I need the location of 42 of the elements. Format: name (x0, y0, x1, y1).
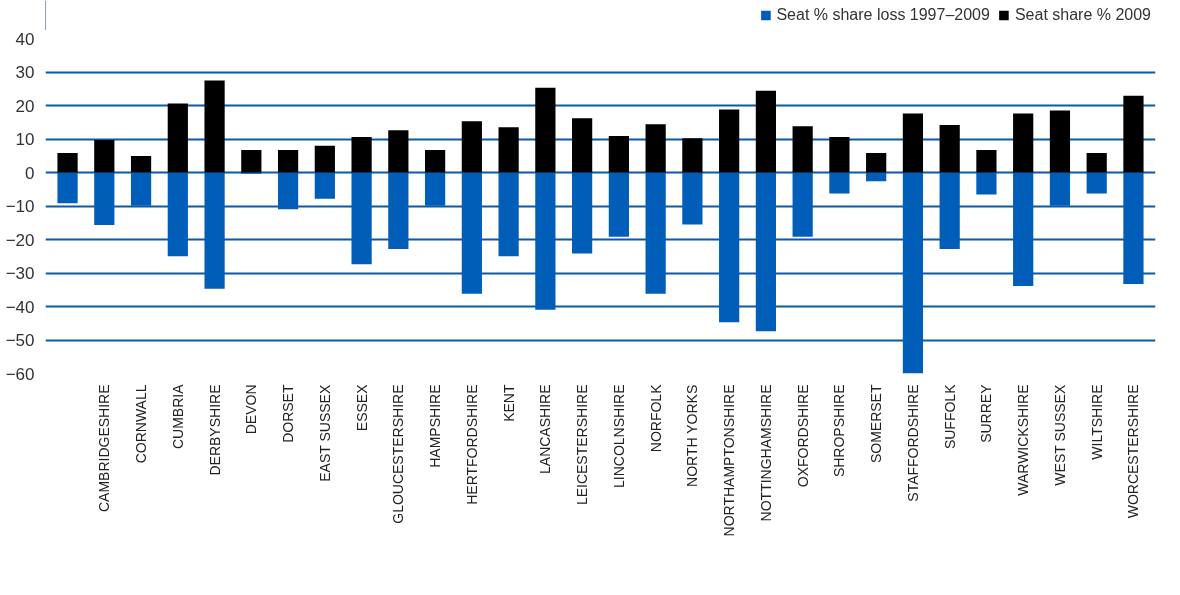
x-tick-label: CAMBRIDGESHIRE (96, 384, 113, 513)
x-tick-label: LINCOLNSHIRE (610, 384, 627, 488)
y-tick-label: 0 (25, 163, 35, 183)
x-tick-label: NORFOLK (647, 383, 664, 453)
x-tick-label: CUMBRIA (169, 383, 186, 450)
y-tick-label: 30 (15, 63, 35, 82)
x-tick-label: DEVON (243, 384, 260, 435)
x-tick-label: SHROPSHIRE (831, 384, 848, 478)
x-tick-label: EAST SUSSEX (316, 384, 333, 482)
x-tick-label: DORSET (280, 384, 297, 443)
x-tick-label: CORNWALL (133, 384, 150, 464)
x-tick-label: NORTH YORKS (684, 384, 701, 487)
x-tick-label: LANCASHIRE (537, 384, 554, 474)
y-tick-label: 10 (15, 130, 35, 149)
legend-label: Seat share % 2009 (1014, 6, 1151, 24)
x-tick-label: WORCESTERSHIRE (1125, 384, 1142, 519)
x-tick-label: ESSEX (353, 383, 370, 432)
y-tick-label: −30 (5, 264, 35, 283)
y-tick-label: −20 (5, 230, 35, 250)
x-tick-label: WILTSHIRE (1088, 384, 1105, 460)
y-tick-label: −40 (5, 297, 35, 317)
x-tick-label: SUFFOLK (941, 383, 958, 450)
x-tick-label: OXFORDSHIRE (794, 384, 811, 488)
legend-label: Seat % share loss 1997–2009 (776, 6, 990, 24)
x-tick-label: LEICESTERSHIRE (574, 384, 591, 506)
y-tick-label: 40 (15, 29, 35, 49)
y-tick-label: −10 (5, 197, 35, 216)
x-tick-label: SURREY (978, 383, 995, 443)
x-tick-label: WARWICKSHIRE (1015, 384, 1032, 496)
x-tick-label: NOTTINGHAMSHIRE (757, 384, 774, 522)
x-tick-label: STAFFORDSHIRE (904, 384, 921, 502)
y-tick-label: −50 (5, 331, 35, 350)
x-tick-label: SOMERSET (868, 384, 885, 464)
x-tick-label: GLOUCESTERSHIRE (390, 384, 407, 524)
x-tick-label: KENT (500, 384, 517, 422)
y-tick-label: 20 (15, 96, 35, 116)
x-tick-label: WEST SUSSEX (1051, 384, 1068, 486)
x-tick-label: HERTFORDSHIRE (463, 384, 480, 505)
x-tick-label: DERBYSHIRE (206, 384, 223, 476)
x-tick-label: NORTHAMPTONSHIRE (721, 384, 738, 537)
x-tick-label: HAMPSHIRE (427, 384, 444, 468)
y-tick-label: −60 (5, 364, 35, 384)
